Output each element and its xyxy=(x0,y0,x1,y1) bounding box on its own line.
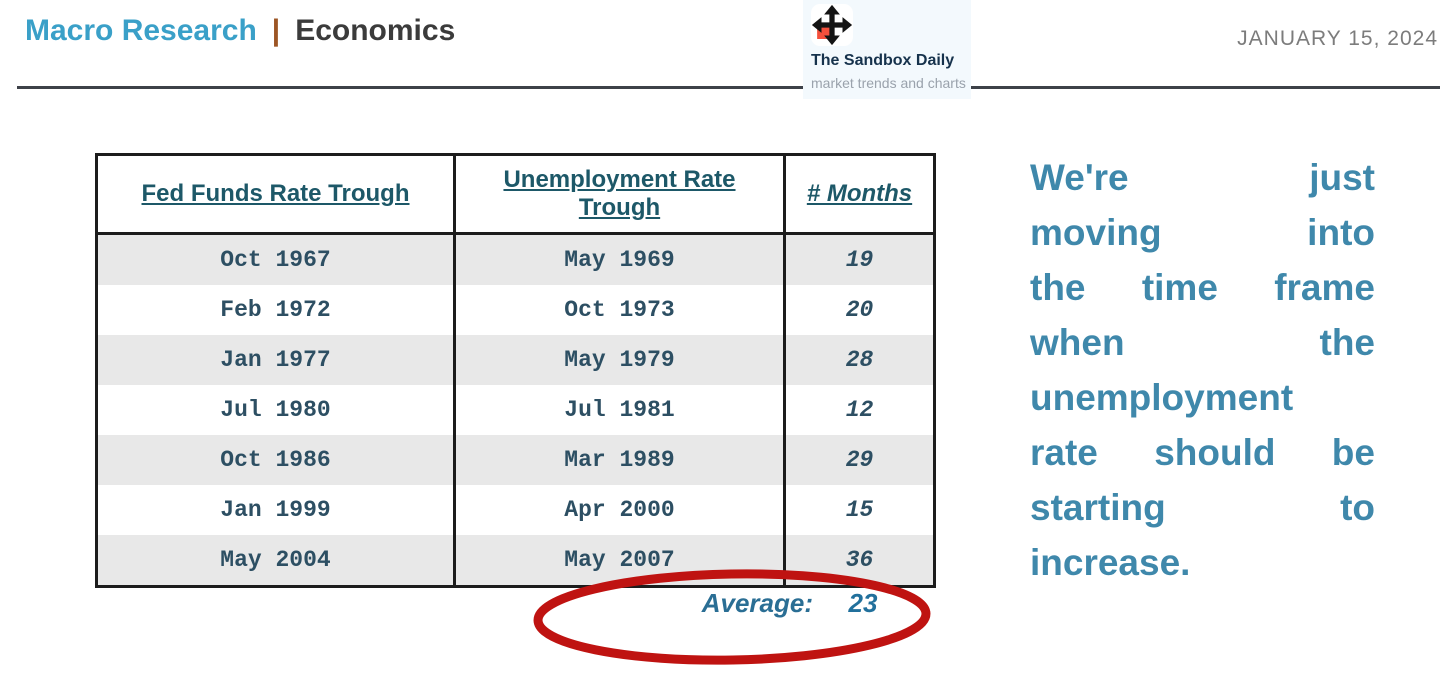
average-label: Average: xyxy=(701,588,813,618)
table-header-row: Fed Funds Rate Trough Unemployment Rate … xyxy=(96,154,935,235)
months-cell: 28 xyxy=(783,335,935,385)
months-cell: 19 xyxy=(783,233,935,285)
months-cell: 29 xyxy=(783,435,935,485)
brand-separator: | xyxy=(271,14,281,47)
commentary-line: increase. xyxy=(1030,542,1191,583)
months-cell: 12 xyxy=(783,385,935,435)
col-header-unemployment: Unemployment Rate Trough xyxy=(453,154,785,235)
brand-primary-title: Macro Research xyxy=(25,14,257,47)
fed-funds-trough-cell: Jan 1977 xyxy=(220,347,331,373)
commentary-text-block: We're just moving into the time frame wh… xyxy=(1030,150,1375,590)
fed-funds-trough-cell: Oct 1967 xyxy=(220,247,331,273)
logo-title: The Sandbox Daily xyxy=(811,52,955,69)
table-row: Jul 1980 Jul 1981 12 xyxy=(96,385,935,435)
brand-section-title: Economics xyxy=(295,14,456,47)
sandbox-daily-logo: The Sandbox Daily market trends and char… xyxy=(803,0,971,99)
table-row: Jan 1977 May 1979 28 xyxy=(96,335,935,385)
col-header-months: # Months xyxy=(783,154,935,235)
commentary-line: moving into xyxy=(1030,212,1375,253)
unemployment-trough-cell: Jul 1981 xyxy=(453,385,785,435)
table-row: Oct 1986 Mar 1989 29 xyxy=(96,435,935,485)
fed-funds-trough-cell: Jul 1980 xyxy=(220,397,331,423)
report-date: JANUARY 15, 2024 xyxy=(1237,27,1438,50)
fed-funds-trough-cell: Feb 1972 xyxy=(220,297,331,323)
report-brand-heading: Macro Research | Economics xyxy=(25,14,455,48)
average-value: 23 xyxy=(848,588,878,618)
table-row: Feb 1972 Oct 1973 20 xyxy=(96,285,935,335)
unemployment-trough-cell: May 2007 xyxy=(453,535,785,587)
unemployment-trough-cell: Apr 2000 xyxy=(453,485,785,535)
table-row: May 2004 May 2007 36 xyxy=(96,535,935,587)
commentary-line: the time frame xyxy=(1030,267,1375,308)
logo-tagline: market trends and charts xyxy=(811,75,966,91)
unemployment-trough-cell: May 1969 xyxy=(453,233,785,285)
unemployment-trough-cell: May 1979 xyxy=(453,335,785,385)
months-cell: 20 xyxy=(783,285,935,335)
commentary-line: rate should be xyxy=(1030,432,1375,473)
move-arrows-icon xyxy=(811,4,853,46)
commentary-line: starting to xyxy=(1030,487,1375,528)
months-cell: 36 xyxy=(783,535,935,587)
table-row: Jan 1999 Apr 2000 15 xyxy=(96,485,935,535)
rate-trough-table: Fed Funds Rate Trough Unemployment Rate … xyxy=(95,153,936,588)
unemployment-trough-cell: Mar 1989 xyxy=(453,435,785,485)
col-header-fed-funds: Fed Funds Rate Trough xyxy=(96,154,455,235)
months-cell: 15 xyxy=(783,485,935,535)
table-row: Oct 1967 May 1969 19 xyxy=(96,233,935,285)
commentary-line: when the xyxy=(1030,322,1375,363)
commentary-line: unemployment xyxy=(1030,377,1294,418)
fed-funds-trough-cell: May 2004 xyxy=(220,547,331,573)
commentary-line: We're just xyxy=(1030,157,1375,198)
header-divider-line xyxy=(17,86,1440,89)
fed-funds-trough-cell: Jan 1999 xyxy=(220,497,331,523)
fed-funds-trough-cell: Oct 1986 xyxy=(220,447,331,473)
unemployment-trough-cell: Oct 1973 xyxy=(453,285,785,335)
